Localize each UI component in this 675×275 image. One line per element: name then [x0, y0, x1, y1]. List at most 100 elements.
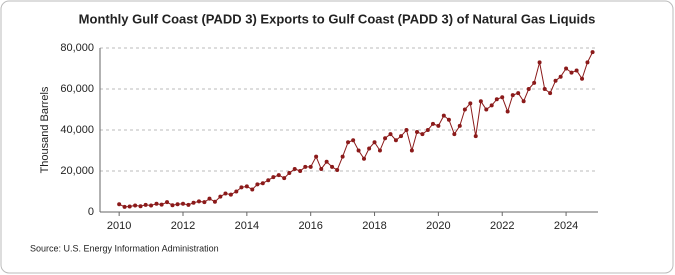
x-tick-label: 2020: [426, 220, 450, 232]
data-point: [420, 132, 425, 137]
data-point: [346, 140, 351, 145]
x-tick-label: 2010: [107, 220, 131, 232]
data-point: [260, 181, 265, 186]
data-point: [404, 128, 409, 132]
data-point: [186, 202, 191, 207]
data-point: [441, 113, 446, 118]
y-axis-label: Thousand Barrels: [39, 86, 51, 173]
data-point: [399, 134, 404, 139]
x-tick-label: 2024: [554, 220, 578, 232]
y-tick-label: 0: [88, 206, 94, 218]
data-point: [585, 60, 590, 65]
data-point: [143, 202, 148, 207]
data-point: [149, 203, 154, 208]
y-tick-label: 60,000: [60, 83, 94, 95]
data-point: [362, 156, 367, 161]
data-point: [558, 74, 563, 79]
x-tick-label: 2022: [490, 220, 514, 232]
data-point: [239, 185, 244, 190]
data-point: [330, 164, 335, 169]
data-point: [234, 189, 239, 194]
data-point: [537, 60, 542, 65]
data-point: [580, 76, 585, 81]
data-point: [122, 204, 127, 209]
data-point: [154, 201, 159, 206]
x-tick-label: 2014: [235, 220, 259, 232]
data-point: [436, 123, 441, 128]
data-point: [266, 178, 271, 183]
data-point: [526, 87, 531, 91]
data-point: [430, 121, 435, 126]
data-point: [324, 159, 329, 164]
data-point: [138, 204, 143, 209]
data-point: [212, 199, 217, 204]
data-point: [255, 182, 260, 187]
data-point: [521, 99, 526, 104]
data-point: [473, 134, 478, 139]
data-point: [484, 107, 489, 112]
data-point: [372, 140, 377, 145]
data-point: [367, 146, 372, 151]
data-point: [165, 200, 170, 205]
data-point: [282, 176, 287, 181]
data-point: [356, 148, 361, 153]
data-point: [287, 171, 292, 176]
data-point: [340, 154, 345, 159]
data-point: [351, 138, 356, 143]
y-tick-label: 40,000: [60, 124, 94, 136]
data-point: [446, 117, 451, 122]
data-point: [510, 93, 515, 98]
data-point: [377, 148, 382, 153]
data-point: [383, 136, 388, 141]
data-point: [308, 164, 313, 169]
data-point: [462, 107, 467, 112]
data-point: [457, 123, 462, 128]
x-tick-label: 2016: [298, 220, 322, 232]
data-point: [314, 154, 319, 159]
data-point: [468, 101, 473, 106]
data-point: [181, 201, 185, 206]
data-point: [196, 199, 201, 204]
chart-title: Monthly Gulf Coast (PADD 3) Exports to G…: [79, 11, 596, 26]
data-point: [298, 169, 303, 173]
data-point: [532, 80, 537, 85]
data-point: [414, 130, 419, 135]
x-tick-label: 2012: [171, 220, 195, 232]
data-point: [574, 68, 579, 73]
data-point: [133, 203, 138, 208]
data-point: [271, 175, 276, 180]
data-point: [292, 166, 297, 171]
data-point: [250, 187, 255, 192]
data-point: [170, 203, 175, 208]
data-point: [207, 196, 212, 201]
data-point: [590, 50, 595, 55]
x-tick-label: 2018: [362, 220, 386, 232]
data-point: [425, 128, 430, 132]
data-point: [223, 191, 228, 196]
data-point: [548, 91, 553, 96]
data-point: [409, 148, 414, 153]
data-point: [564, 66, 569, 71]
data-point: [244, 184, 249, 189]
data-point: [516, 91, 521, 96]
data-point: [500, 95, 505, 100]
data-point: [542, 87, 547, 91]
data-point: [553, 78, 558, 83]
data-point: [127, 204, 132, 209]
data-point: [388, 132, 393, 137]
data-point: [319, 166, 324, 171]
data-point: [569, 70, 574, 75]
data-point: [478, 99, 483, 104]
data-point: [218, 194, 223, 199]
data-point: [505, 109, 510, 114]
y-tick-label: 20,000: [60, 165, 94, 177]
data-point: [452, 132, 457, 137]
source: Source: U.S. Energy Information Administ…: [30, 243, 219, 253]
data-point: [303, 164, 308, 169]
data-point: [202, 200, 207, 205]
data-point: [191, 200, 196, 205]
y-tick-label: 80,000: [60, 42, 94, 54]
data-point: [175, 202, 180, 207]
